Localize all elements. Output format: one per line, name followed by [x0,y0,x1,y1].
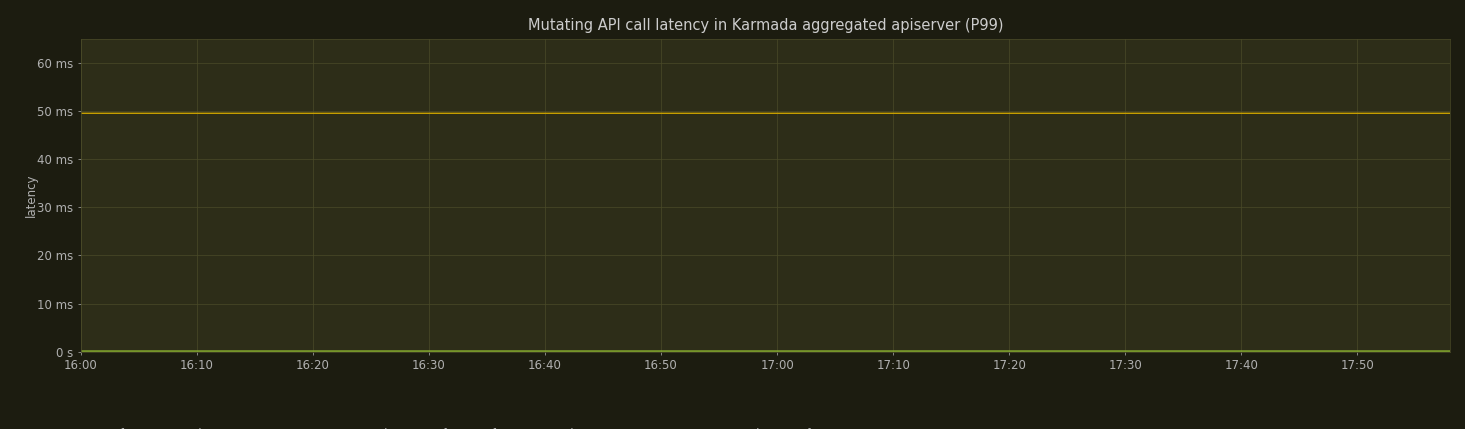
Title: Mutating API call latency in Karmada aggregated apiserver (P99): Mutating API call latency in Karmada agg… [527,18,1004,33]
Y-axis label: latency: latency [25,173,38,217]
Legend: {resource="clusters", scope="resource", verb="POST"}, {resource="clusters", scop: {resource="clusters", scope="resource", … [86,424,819,429]
